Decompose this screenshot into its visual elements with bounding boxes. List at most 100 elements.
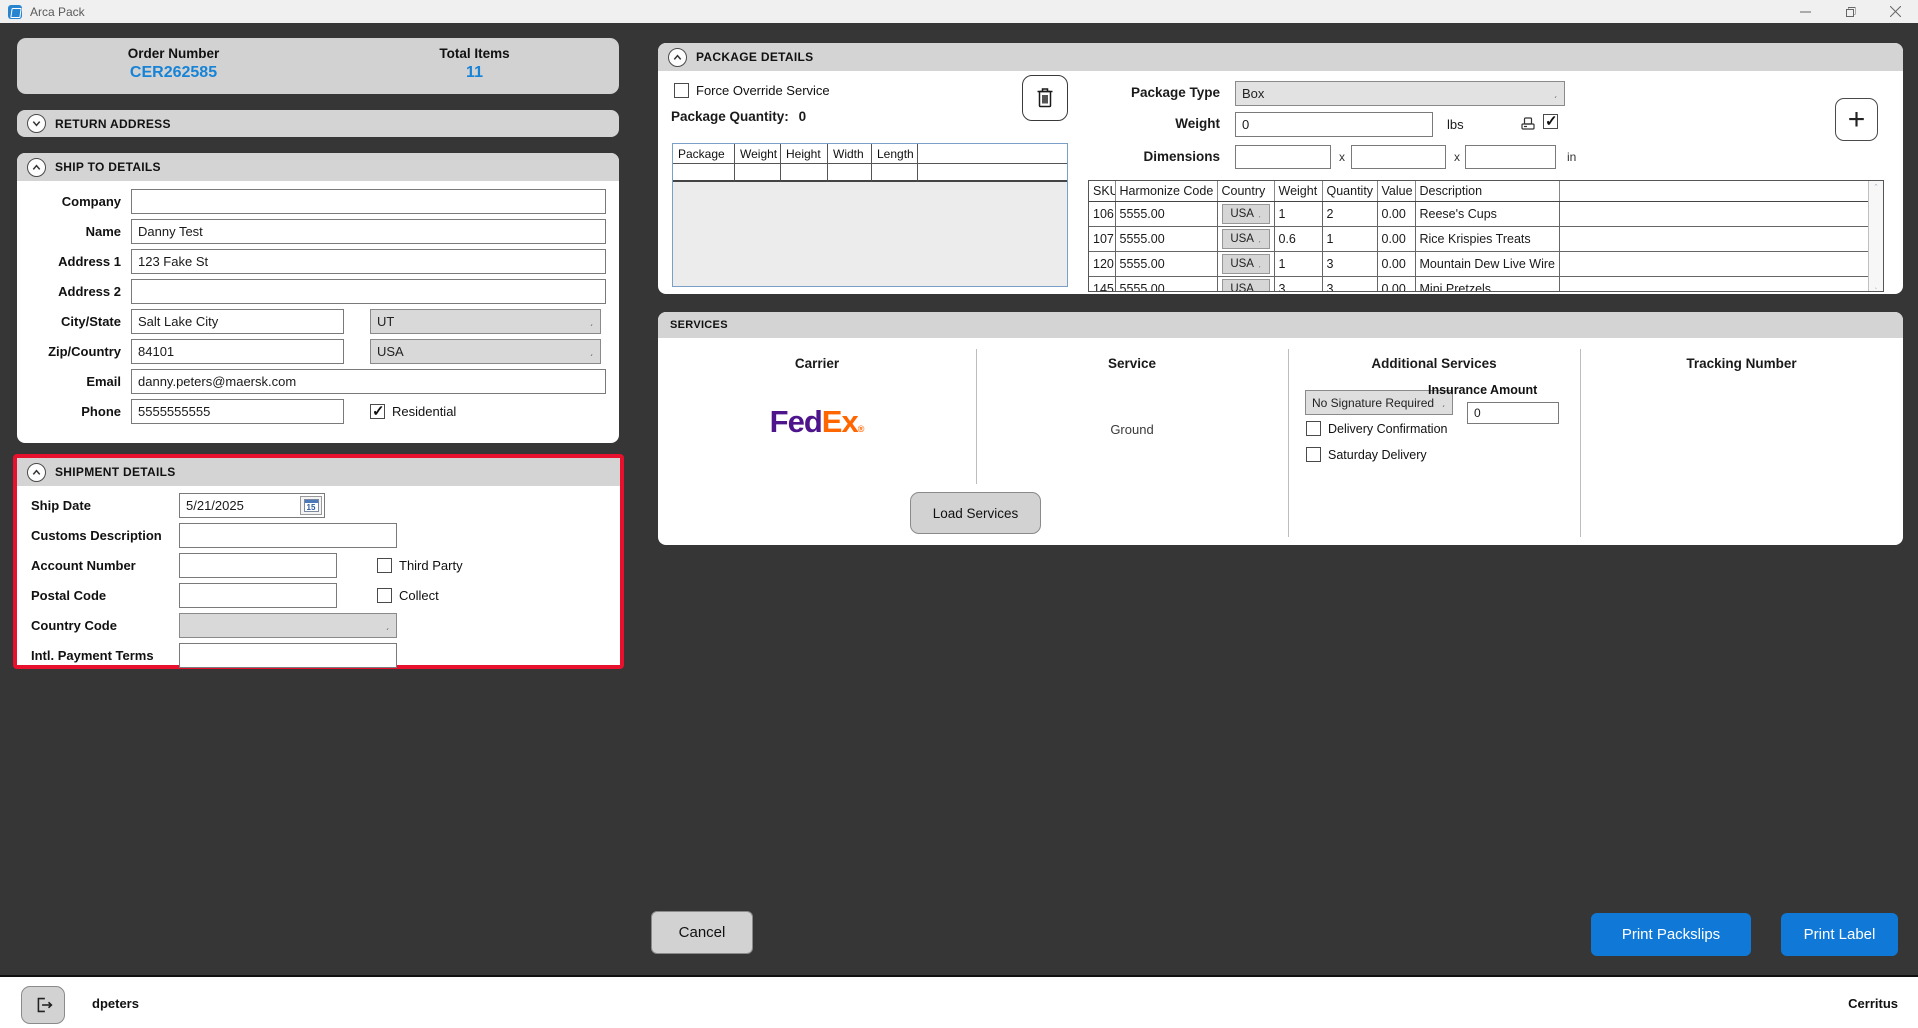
return-address-header[interactable]: RETURN ADDRESS bbox=[17, 110, 619, 137]
row-country-dropdown[interactable]: USA ˏ bbox=[1221, 203, 1270, 224]
dimension-width-field[interactable] bbox=[1351, 145, 1446, 169]
residential-checkbox[interactable] bbox=[370, 402, 385, 420]
minimize-button[interactable] bbox=[1783, 0, 1828, 23]
value-cell: 0.00 bbox=[1377, 226, 1416, 252]
scale-checkbox[interactable] bbox=[1543, 112, 1558, 130]
force-override-label: Force Override Service bbox=[696, 83, 830, 98]
dimension-length-field[interactable] bbox=[1235, 145, 1331, 169]
sku-table-row[interactable]: 106 5555.00 USA ˏ 1 2 0.00 Reese's Cups bbox=[1089, 201, 1869, 227]
name-field[interactable] bbox=[131, 219, 606, 244]
saturday-delivery-checkbox[interactable] bbox=[1306, 447, 1321, 462]
return-address-title: RETURN ADDRESS bbox=[55, 116, 171, 131]
ship-to-header[interactable]: SHIP TO DETAILS bbox=[17, 153, 619, 181]
intl-payment-terms-field[interactable] bbox=[179, 642, 397, 668]
scale-icon[interactable] bbox=[1520, 115, 1537, 137]
dimension-unit-label: in bbox=[1567, 150, 1577, 164]
row-country-dropdown[interactable]: USA ˏ bbox=[1221, 278, 1270, 291]
sku-col-header: Country bbox=[1217, 181, 1275, 202]
chevron-down-icon: ˏ bbox=[1257, 209, 1261, 218]
dimensions-label: Dimensions bbox=[1143, 149, 1220, 164]
zip-country-label: Zip/Country bbox=[48, 344, 121, 359]
chevron-down-icon[interactable] bbox=[27, 114, 46, 133]
phone-field[interactable] bbox=[131, 399, 344, 424]
scroll-up-icon[interactable]: ˆ bbox=[1874, 183, 1878, 193]
state-value: UT bbox=[377, 314, 395, 329]
shipment-details-header[interactable]: SHIPMENT DETAILS bbox=[17, 458, 620, 486]
sku-col-header: Value bbox=[1377, 181, 1416, 202]
total-items-label: Total Items bbox=[439, 46, 510, 61]
shipment-details-title: SHIPMENT DETAILS bbox=[55, 465, 176, 479]
package-table-empty-row bbox=[673, 164, 1067, 182]
chevron-up-icon[interactable] bbox=[27, 157, 46, 177]
delivery-confirmation-label: Delivery Confirmation bbox=[1328, 421, 1448, 436]
delete-package-button[interactable] bbox=[1022, 75, 1068, 121]
collect-checkbox[interactable] bbox=[377, 587, 392, 603]
package-type-dropdown[interactable]: Box ˏ bbox=[1235, 81, 1565, 106]
service-column-header: Service bbox=[1107, 356, 1157, 371]
print-packslips-button[interactable]: Print Packslips bbox=[1591, 913, 1751, 956]
account-number-field[interactable] bbox=[179, 552, 337, 578]
customs-description-label: Customs Description bbox=[31, 527, 162, 543]
force-override-checkbox[interactable] bbox=[674, 83, 689, 98]
scroll-down-icon[interactable]: ˎ bbox=[1874, 279, 1878, 289]
insurance-amount-field[interactable] bbox=[1467, 402, 1559, 424]
dimension-separator: x bbox=[1339, 150, 1345, 164]
restore-button[interactable] bbox=[1828, 0, 1873, 23]
chevron-down-icon: ˏ bbox=[385, 619, 389, 631]
load-services-button[interactable]: Load Services bbox=[910, 492, 1041, 534]
email-field[interactable] bbox=[131, 369, 606, 394]
package-quantity-value: 0 bbox=[798, 109, 807, 124]
username: dpeters bbox=[92, 996, 139, 1011]
services-panel: SERVICES Carrier Service Additional Serv… bbox=[658, 312, 1903, 545]
sku-table-row[interactable]: 107 5555.00 USA ˏ 0.6 1 0.00 Rice Krispie… bbox=[1089, 226, 1869, 252]
row-country-dropdown[interactable]: USA ˏ bbox=[1221, 253, 1270, 274]
add-package-button[interactable]: + bbox=[1835, 98, 1878, 141]
sku-col-header: Weight bbox=[1274, 181, 1323, 202]
sku-table-scrollbar[interactable]: ˆ ˎ bbox=[1868, 181, 1883, 291]
city-field[interactable] bbox=[131, 309, 344, 334]
country-dropdown[interactable]: USA ˏ bbox=[370, 339, 601, 364]
logout-button[interactable] bbox=[21, 986, 65, 1024]
address1-field[interactable] bbox=[131, 249, 606, 274]
signature-dropdown[interactable]: No Signature Required ˏ bbox=[1305, 390, 1453, 415]
row-country-dropdown[interactable]: USA ˏ bbox=[1221, 228, 1270, 249]
sku-table-row[interactable]: 145 5555.00 USA ˏ 3 3 0.00 Mini Pretzels bbox=[1089, 276, 1869, 291]
ship-date-field[interactable]: 5/21/2025 15 bbox=[179, 492, 325, 518]
zip-field[interactable] bbox=[131, 339, 344, 364]
order-summary-card: Order Number CER262585 Total Items 11 bbox=[17, 38, 619, 94]
restore-icon bbox=[1845, 6, 1856, 17]
package-table[interactable]: Package Weight Height Width Length bbox=[672, 143, 1068, 287]
state-dropdown[interactable]: UT ˏ bbox=[370, 309, 601, 334]
company-field[interactable] bbox=[131, 189, 606, 214]
ship-to-panel: SHIP TO DETAILS Company Name Address 1 A… bbox=[17, 153, 619, 443]
delivery-confirmation-checkbox[interactable] bbox=[1306, 421, 1321, 436]
status-bar: dpeters Cerritus bbox=[0, 975, 1918, 1028]
sku-table[interactable]: SKU Harmonize Code Country Weight Quanti… bbox=[1088, 180, 1884, 292]
close-button[interactable] bbox=[1873, 0, 1918, 23]
package-details-panel: PACKAGE DETAILS Force Override Service P… bbox=[658, 43, 1903, 294]
package-type-value: Box bbox=[1242, 86, 1265, 101]
address2-field[interactable] bbox=[131, 279, 606, 304]
weight-unit-label: lbs bbox=[1447, 117, 1464, 132]
cancel-button[interactable]: Cancel bbox=[651, 911, 753, 954]
postal-code-field[interactable] bbox=[179, 582, 337, 608]
sku-cell: 145 bbox=[1089, 276, 1116, 291]
third-party-checkbox[interactable] bbox=[377, 557, 392, 573]
intl-payment-terms-label: Intl. Payment Terms bbox=[31, 647, 154, 663]
chevron-up-icon[interactable] bbox=[27, 462, 46, 482]
chevron-up-icon[interactable] bbox=[668, 47, 687, 67]
residential-label: Residential bbox=[392, 404, 457, 419]
country-code-dropdown[interactable]: ˏ bbox=[179, 612, 397, 638]
package-table-header: Height bbox=[781, 144, 828, 164]
package-details-header[interactable]: PACKAGE DETAILS bbox=[658, 43, 1903, 71]
additional-services-column-header: Additional Services bbox=[1371, 356, 1497, 371]
column-divider bbox=[976, 349, 977, 484]
dimension-height-field[interactable] bbox=[1465, 145, 1556, 169]
package-table-header: Weight bbox=[735, 144, 781, 164]
customs-description-field[interactable] bbox=[179, 522, 397, 548]
print-label-button[interactable]: Print Label bbox=[1781, 913, 1898, 956]
sku-table-row[interactable]: 120 5555.00 USA ˏ 1 3 0.00 Mountain Dew L… bbox=[1089, 251, 1869, 277]
ship-date-label: Ship Date bbox=[31, 497, 91, 513]
date-picker-button[interactable]: 15 bbox=[300, 495, 322, 515]
weight-field[interactable] bbox=[1235, 112, 1433, 137]
